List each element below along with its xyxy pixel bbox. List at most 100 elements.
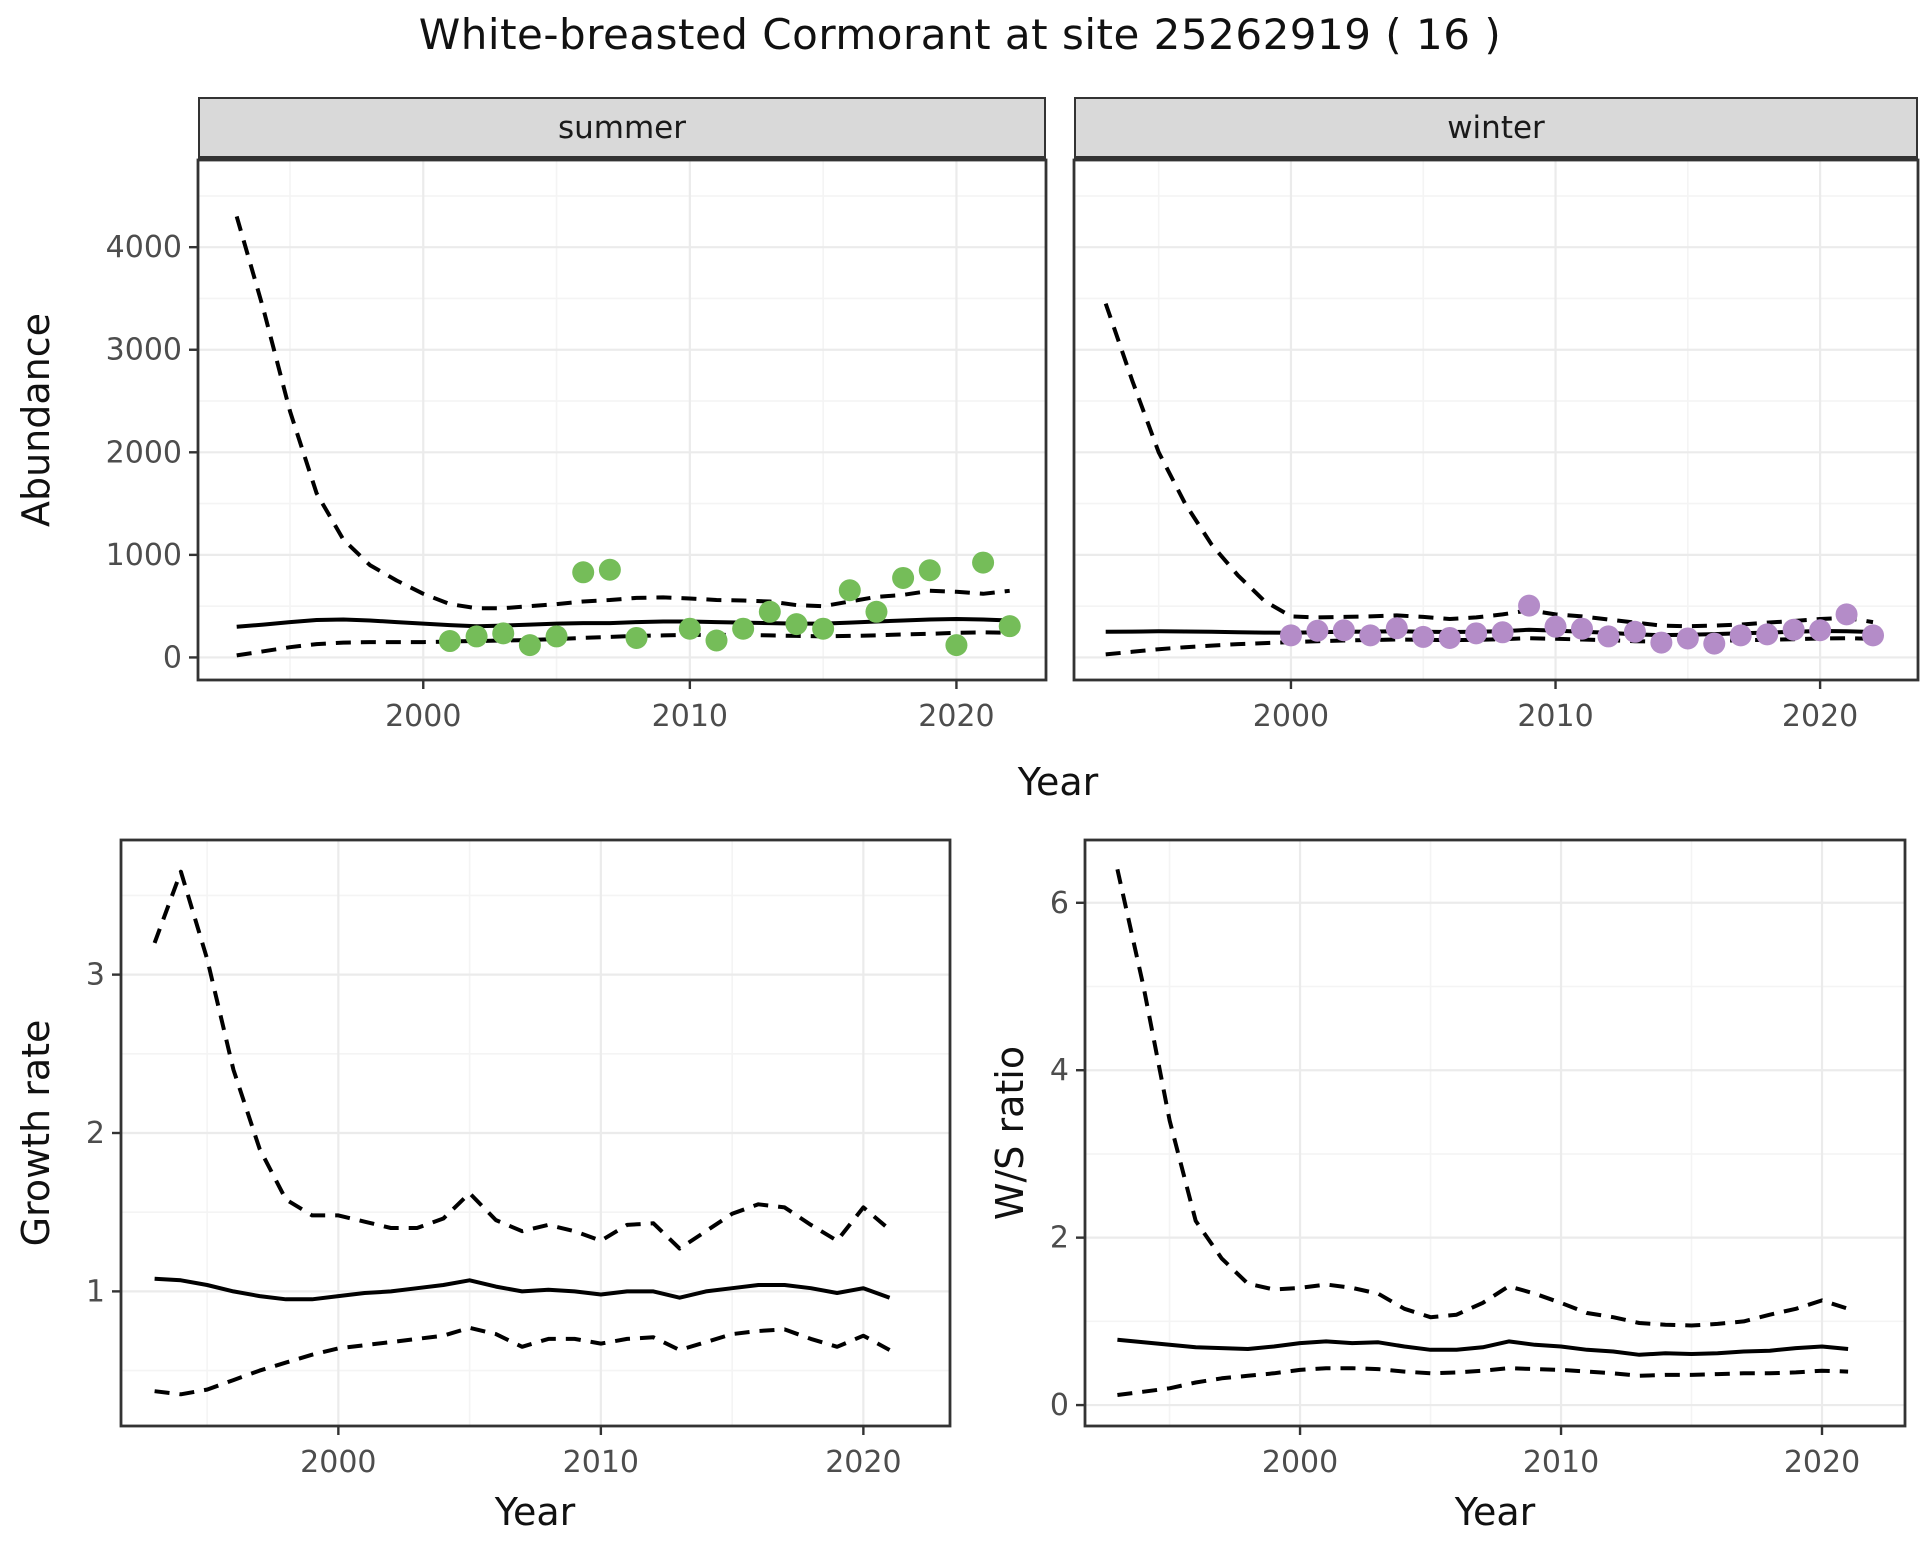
y-axis-title-abundance: Abundance bbox=[14, 312, 58, 528]
data-point-abundance_winter bbox=[1359, 624, 1382, 647]
panel-border bbox=[196, 158, 1048, 682]
facet-strip-winter-label: winter bbox=[1447, 109, 1545, 146]
facet-strip-winter: winter bbox=[1074, 97, 1918, 160]
data-point-abundance_summer bbox=[865, 600, 888, 623]
data-point-abundance_summer bbox=[785, 613, 808, 636]
data-point-abundance_winter bbox=[1676, 627, 1699, 650]
y-tick-label: 0 bbox=[163, 640, 182, 675]
data-point-abundance_winter bbox=[1729, 624, 1752, 647]
data-point-abundance_summer bbox=[812, 617, 835, 640]
x-axis-title-year-top: Year bbox=[1017, 760, 1099, 804]
panel-border bbox=[1083, 838, 1907, 1428]
y-axis-title-ws-ratio: W/S ratio bbox=[988, 1045, 1032, 1221]
data-point-abundance_summer bbox=[545, 625, 568, 648]
data-point-abundance_winter bbox=[1438, 626, 1461, 649]
data-point-abundance_summer bbox=[625, 626, 648, 649]
x-tick-label: 2020 bbox=[1782, 699, 1858, 734]
series-upper_ci bbox=[1103, 302, 1874, 629]
x-tick-label: 2000 bbox=[385, 699, 461, 734]
data-point-abundance_winter bbox=[1597, 625, 1620, 648]
data-point-abundance_winter bbox=[1782, 618, 1805, 641]
data-point-abundance_winter bbox=[1862, 624, 1885, 647]
data-point-abundance_winter bbox=[1703, 632, 1726, 655]
series-upper_ci bbox=[234, 215, 1010, 611]
data-point-abundance_summer bbox=[732, 617, 755, 640]
data-point-abundance_summer bbox=[572, 561, 595, 584]
panel-background bbox=[198, 160, 1046, 680]
panel-background bbox=[1074, 160, 1918, 680]
data-point-abundance_summer bbox=[465, 625, 488, 648]
x-tick-label: 2000 bbox=[1262, 1445, 1338, 1480]
y-tick-label: 0 bbox=[1050, 1388, 1069, 1423]
data-point-abundance_winter bbox=[1412, 625, 1435, 648]
y-tick-label: 2000 bbox=[106, 435, 182, 470]
x-tick-label: 2000 bbox=[1253, 699, 1329, 734]
y-tick-label: 1000 bbox=[106, 538, 182, 573]
series-lower_ci bbox=[1117, 1366, 1849, 1397]
series-upper_ci bbox=[1115, 868, 1849, 1328]
panel-growth-rate: 2000 2010 2020 1 2 3 bbox=[86, 838, 952, 1480]
y-tick-label: 2 bbox=[86, 1116, 105, 1151]
y-tick-label: 1 bbox=[86, 1274, 105, 1309]
x-axis-title-year-ws: Year bbox=[1454, 1490, 1536, 1534]
data-point-abundance_summer bbox=[892, 566, 915, 589]
data-point-abundance_summer bbox=[518, 634, 541, 657]
y-tick-label: 3 bbox=[86, 958, 105, 993]
page-title: White-breasted Cormorant at site 2526291… bbox=[418, 10, 1502, 59]
series-lower_ci bbox=[236, 630, 1010, 658]
panel-ws-ratio: 2000 2010 2020 0 2 4 6 bbox=[1050, 838, 1907, 1480]
x-tick-label: 2010 bbox=[652, 699, 728, 734]
data-point-abundance_summer bbox=[598, 558, 621, 581]
data-point-abundance_winter bbox=[1279, 624, 1302, 647]
data-point-abundance_winter bbox=[1756, 623, 1779, 646]
series-lower_ci bbox=[1105, 636, 1874, 657]
data-point-abundance_summer bbox=[438, 630, 461, 653]
data-point-abundance_winter bbox=[1544, 615, 1567, 638]
x-tick-label: 2010 bbox=[1523, 1445, 1599, 1480]
data-point-abundance_summer bbox=[705, 629, 728, 652]
panel-border bbox=[1072, 158, 1920, 682]
data-point-abundance_summer bbox=[972, 551, 995, 574]
data-point-abundance_summer bbox=[918, 559, 941, 582]
data-point-abundance_winter bbox=[1385, 617, 1408, 640]
series-mean bbox=[154, 1276, 891, 1302]
data-point-abundance_summer bbox=[945, 634, 968, 657]
x-tick-label: 2020 bbox=[825, 1445, 901, 1480]
data-point-abundance_winter bbox=[1650, 631, 1673, 654]
y-tick-label: 2 bbox=[1050, 1221, 1069, 1256]
data-point-abundance_winter bbox=[1332, 619, 1355, 642]
y-tick-label: 3000 bbox=[106, 333, 182, 368]
series-upper_ci bbox=[152, 869, 891, 1251]
data-point-abundance_winter bbox=[1518, 594, 1541, 617]
series-mean bbox=[1117, 1337, 1849, 1357]
x-tick-label: 2010 bbox=[1517, 699, 1593, 734]
x-tick-label: 2010 bbox=[563, 1445, 639, 1480]
data-point-abundance_summer bbox=[678, 617, 701, 640]
series-lower_ci bbox=[154, 1325, 891, 1397]
data-point-abundance_summer bbox=[492, 622, 515, 645]
data-point-abundance_winter bbox=[1835, 603, 1858, 626]
facet-strip-summer: summer bbox=[198, 97, 1046, 160]
data-point-abundance_winter bbox=[1491, 621, 1514, 644]
y-tick-label: 4000 bbox=[106, 230, 182, 265]
data-point-abundance_summer bbox=[998, 615, 1021, 638]
data-point-abundance_winter bbox=[1306, 619, 1329, 642]
x-tick-label: 2020 bbox=[918, 699, 994, 734]
y-tick-label: 4 bbox=[1050, 1053, 1069, 1088]
y-tick-label: 6 bbox=[1050, 886, 1069, 921]
data-point-abundance_winter bbox=[1623, 620, 1646, 643]
data-point-abundance_summer bbox=[838, 579, 861, 602]
panel-background bbox=[1085, 840, 1905, 1426]
facet-strip-summer-label: summer bbox=[557, 109, 686, 146]
data-point-abundance_winter bbox=[1570, 617, 1593, 640]
data-point-abundance_winter bbox=[1465, 622, 1488, 645]
x-axis-title-year-growth: Year bbox=[494, 1490, 576, 1534]
data-point-abundance_winter bbox=[1809, 619, 1832, 642]
panel-abundance-winter: 2000 2010 2020 bbox=[1072, 158, 1920, 734]
panel-abundance-summer: 2000 2010 2020 0 1000 2000 3000 4000 bbox=[106, 158, 1048, 734]
x-tick-label: 2020 bbox=[1784, 1445, 1860, 1480]
data-point-abundance_summer bbox=[758, 600, 781, 623]
y-axis-title-growth-rate: Growth rate bbox=[14, 1019, 58, 1247]
x-tick-label: 2000 bbox=[300, 1445, 376, 1480]
